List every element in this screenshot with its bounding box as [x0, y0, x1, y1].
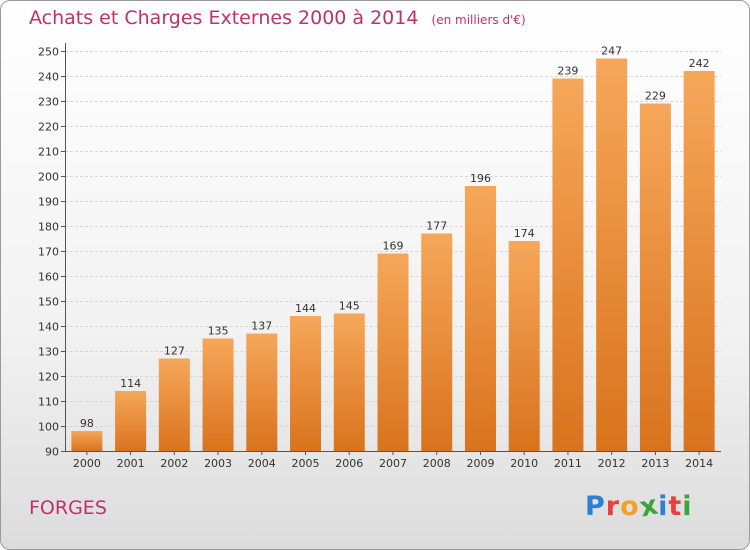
x-tick-label-2004: 2004	[248, 457, 276, 470]
bar-2008	[421, 233, 453, 451]
chart-title-text: Achats et Charges Externes 2000 à 2014	[29, 7, 419, 29]
y-tick-label: 150	[38, 296, 59, 309]
x-tick-label-2012: 2012	[598, 457, 626, 470]
logo-letter: r	[605, 491, 621, 522]
data-label-2002: 127	[164, 345, 185, 358]
y-tick-label: 250	[38, 46, 59, 59]
bar-2009	[464, 186, 496, 451]
data-label-2012: 247	[601, 45, 622, 58]
y-tick-label: 190	[38, 196, 59, 209]
bar-2001	[115, 391, 147, 451]
y-tick-label: 100	[38, 421, 59, 434]
data-label-2007: 169	[383, 240, 404, 253]
y-tick-label: 240	[38, 71, 59, 84]
x-tick-label-2001: 2001	[117, 457, 145, 470]
data-label-2010: 174	[514, 227, 535, 240]
data-label-2013: 229	[645, 90, 666, 103]
proxiti-logo: Proxiti	[585, 489, 693, 523]
bar-2010	[508, 241, 540, 451]
bar-2005	[290, 316, 322, 451]
x-tick-label-2006: 2006	[335, 457, 363, 470]
logo-letter: t	[668, 491, 683, 522]
bar-2000	[71, 431, 103, 451]
y-tick-label: 130	[38, 346, 59, 359]
y-tick-label: 230	[38, 96, 59, 109]
y-tick-label: 90	[45, 446, 59, 459]
y-tick-label: 200	[38, 171, 59, 184]
bar-2006	[333, 313, 365, 451]
x-tick-label-2010: 2010	[510, 457, 538, 470]
data-label-2006: 145	[339, 300, 360, 313]
y-tick-label: 160	[38, 271, 59, 284]
data-label-2000: 98	[80, 417, 94, 430]
bar-2007	[377, 253, 409, 451]
logo-letter: i	[658, 491, 669, 522]
x-tick-label-2013: 2013	[641, 457, 669, 470]
y-tick-label: 140	[38, 321, 59, 334]
logo-letter: o	[620, 491, 640, 522]
chart-title: Achats et Charges Externes 2000 à 2014 (…	[29, 7, 526, 29]
x-tick-label-2007: 2007	[379, 457, 407, 470]
data-label-2009: 196	[470, 172, 491, 185]
logo-letter: i	[682, 491, 693, 522]
data-label-2004: 137	[251, 320, 272, 333]
x-tick-label-2005: 2005	[292, 457, 320, 470]
x-tick-label-2002: 2002	[160, 457, 188, 470]
commune-name: FORGES	[29, 497, 107, 519]
data-label-2003: 135	[208, 325, 229, 338]
bar-2002	[158, 358, 190, 451]
y-tick-label: 180	[38, 221, 59, 234]
chart-unit: (en milliers d'€)	[431, 13, 526, 27]
bar-2003	[202, 338, 234, 451]
x-tick-label-2000: 2000	[73, 457, 101, 470]
x-tick-label-2011: 2011	[554, 457, 582, 470]
bar-2013	[639, 103, 671, 451]
data-label-2014: 242	[689, 57, 710, 70]
y-tick-label: 110	[38, 396, 59, 409]
x-tick-label-2003: 2003	[204, 457, 232, 470]
data-label-2005: 144	[295, 302, 316, 315]
y-tick-label: 210	[38, 146, 59, 159]
x-tick-label-2008: 2008	[423, 457, 451, 470]
y-tick-label: 220	[38, 121, 59, 134]
x-tick-label-2014: 2014	[685, 457, 713, 470]
logo-letter: P	[585, 491, 606, 522]
data-label-2011: 239	[557, 65, 578, 78]
x-tick-label-2009: 2009	[466, 457, 494, 470]
bar-2014	[683, 71, 715, 451]
data-label-2008: 177	[426, 220, 447, 233]
bar-2011	[552, 78, 584, 451]
bar-2004	[246, 333, 278, 451]
data-label-2001: 114	[120, 377, 141, 390]
y-tick-label: 170	[38, 246, 59, 259]
bar-2012	[596, 58, 628, 451]
y-tick-label: 120	[38, 371, 59, 384]
